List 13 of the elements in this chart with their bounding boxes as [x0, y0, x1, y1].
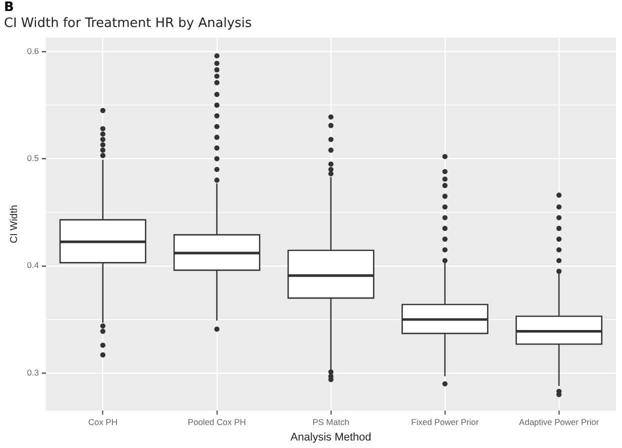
x-tick-label: Pooled Cox PH: [188, 417, 246, 428]
chart-title: CI Width for Treatment HR by Analysis: [4, 16, 252, 32]
x-tick-label: PS Match: [312, 417, 350, 428]
x-tick-label: Adaptive Power Prior: [519, 417, 600, 428]
y-axis-title: CI Width: [8, 204, 20, 244]
y-tick-label: 0.3: [26, 367, 40, 378]
y-tick-label: 0.5: [26, 153, 40, 164]
x-axis-title: Analysis Method: [290, 431, 372, 444]
text: B: [4, 0, 14, 15]
y-tick-label: 0.4: [26, 260, 40, 270]
x-tick-label: Fixed Power Prior: [411, 417, 479, 428]
x-tick-label: Cox PH: [88, 417, 118, 428]
y-tick-label: 0.6: [26, 46, 40, 56]
